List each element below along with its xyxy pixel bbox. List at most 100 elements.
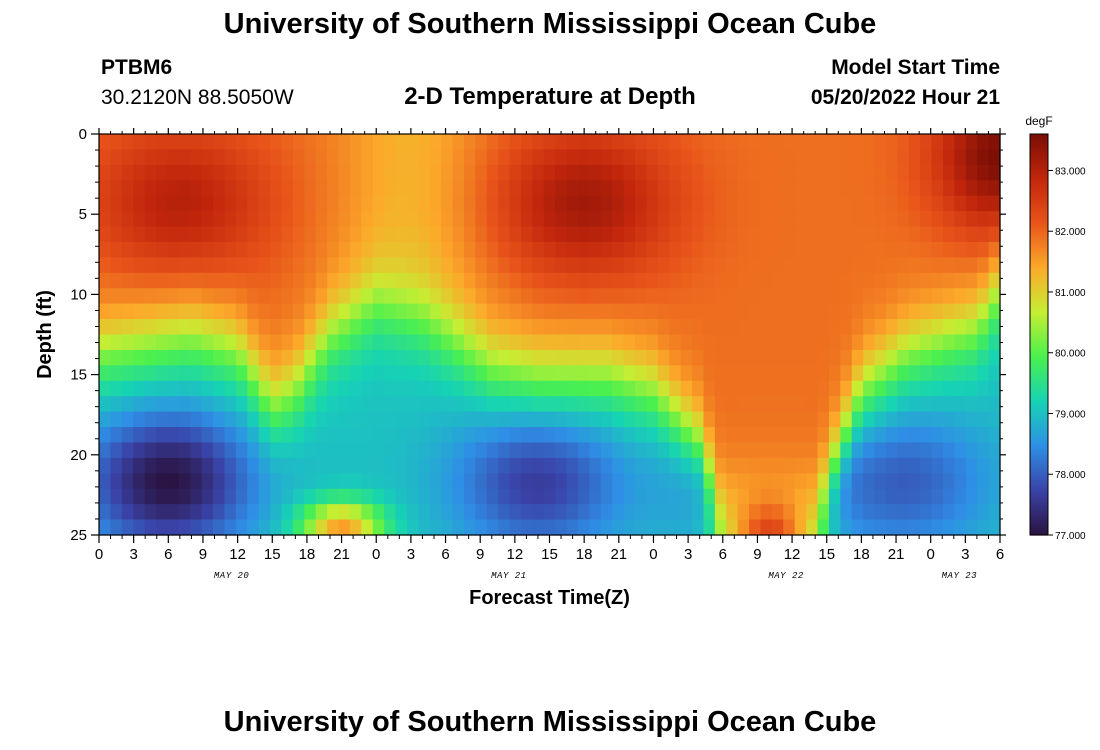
- heatmap-cell: [509, 504, 522, 521]
- heatmap-cell: [737, 303, 750, 320]
- heatmap-cell: [498, 365, 511, 382]
- heatmap-cell: [555, 349, 568, 366]
- heatmap-cell: [258, 288, 271, 305]
- heatmap-cell: [167, 473, 180, 490]
- heatmap-cell: [988, 457, 1001, 474]
- heatmap-cell: [726, 272, 739, 289]
- colorbar-segment: [1030, 444, 1048, 448]
- heatmap-cell: [566, 504, 579, 521]
- heatmap-cell: [851, 396, 864, 413]
- colorbar-segment: [1030, 490, 1048, 494]
- heatmap-cell: [908, 411, 921, 428]
- heatmap-cell: [133, 319, 146, 336]
- heatmap-cell: [349, 272, 362, 289]
- heatmap-cell: [509, 164, 522, 181]
- heatmap-cell: [441, 149, 454, 166]
- heatmap-cell: [863, 241, 876, 258]
- heatmap-cell: [680, 380, 693, 397]
- heatmap-cell: [977, 180, 990, 197]
- heatmap-cell: [429, 504, 442, 521]
- heatmap-cell: [247, 303, 260, 320]
- heatmap-cell: [965, 195, 978, 212]
- colorbar-segment: [1030, 280, 1048, 283]
- heatmap-cell: [167, 241, 180, 258]
- heatmap-cell: [224, 504, 237, 521]
- heatmap-cell: [235, 488, 248, 505]
- heatmap-cell: [806, 257, 819, 274]
- heatmap-cell: [270, 272, 283, 289]
- heatmap-cell: [509, 211, 522, 228]
- heatmap-cell: [771, 195, 784, 212]
- colorbar-segment: [1030, 332, 1048, 336]
- heatmap-cell: [384, 396, 397, 413]
- x-tick-label: 15: [818, 546, 835, 563]
- heatmap-cell: [863, 334, 876, 351]
- heatmap-cell: [977, 149, 990, 166]
- heatmap-cell: [680, 473, 693, 490]
- heatmap-cell: [213, 134, 226, 151]
- colorbar-segment: [1030, 466, 1048, 470]
- heatmap-cell: [897, 365, 910, 382]
- heatmap-cell: [806, 149, 819, 166]
- heatmap-cell: [806, 473, 819, 490]
- heatmap-cell: [418, 149, 431, 166]
- heatmap-cell: [361, 288, 374, 305]
- heatmap-cell: [589, 319, 602, 336]
- heatmap-cell: [931, 257, 944, 274]
- heatmap-cell: [920, 519, 933, 536]
- heatmap-cell: [349, 211, 362, 228]
- heatmap-cell: [498, 427, 511, 444]
- heatmap-cell: [395, 149, 408, 166]
- heatmap-cell: [429, 180, 442, 197]
- colorbar-segment: [1030, 518, 1048, 522]
- heatmap-cell: [292, 288, 305, 305]
- heatmap-cell: [977, 226, 990, 243]
- heatmap-cell: [178, 349, 191, 366]
- heatmap-cell: [863, 427, 876, 444]
- heatmap-cell: [965, 303, 978, 320]
- colorbar-tick-label: 77.000: [1055, 531, 1086, 542]
- heatmap-cell: [372, 257, 385, 274]
- heatmap-cell: [749, 473, 762, 490]
- heatmap-cell: [942, 303, 955, 320]
- heatmap-cell: [817, 319, 830, 336]
- heatmap-cell: [760, 164, 773, 181]
- heatmap-cell: [349, 288, 362, 305]
- heatmap-cell: [635, 288, 648, 305]
- heatmap-cell: [954, 488, 967, 505]
- heatmap-cell: [463, 303, 476, 320]
- heatmap-cell: [361, 149, 374, 166]
- heatmap-cell: [977, 257, 990, 274]
- heatmap-cell: [498, 488, 511, 505]
- heatmap-cell: [201, 226, 214, 243]
- heatmap-cell: [361, 504, 374, 521]
- heatmap-cell: [669, 195, 682, 212]
- heatmap-cell: [988, 519, 1001, 536]
- heatmap-cell: [578, 488, 591, 505]
- heatmap-cell: [566, 442, 579, 459]
- heatmap-cell: [213, 442, 226, 459]
- colorbar-segment: [1030, 422, 1048, 426]
- colorbar-tick-label: 81.000: [1055, 288, 1086, 299]
- heatmap-cell: [555, 334, 568, 351]
- heatmap-cell: [315, 180, 328, 197]
- heatmap-cell: [612, 380, 625, 397]
- heatmap-cell: [931, 519, 944, 536]
- heatmap-cell: [863, 303, 876, 320]
- heatmap-cell: [247, 211, 260, 228]
- heatmap-cell: [885, 226, 898, 243]
- heatmap-cell: [703, 442, 716, 459]
- heatmap-cell: [498, 473, 511, 490]
- heatmap-cell: [692, 380, 705, 397]
- colorbar-segment: [1030, 378, 1048, 382]
- heatmap-cell: [612, 519, 625, 536]
- heatmap-cell: [771, 211, 784, 228]
- heatmap-cell: [771, 349, 784, 366]
- colorbar-segment: [1030, 366, 1048, 370]
- heatmap-cell: [281, 195, 294, 212]
- heatmap-cell: [532, 303, 545, 320]
- heatmap-cell: [635, 164, 648, 181]
- heatmap-cell: [99, 396, 112, 413]
- colorbar-segment: [1030, 424, 1048, 428]
- heatmap-cell: [452, 319, 465, 336]
